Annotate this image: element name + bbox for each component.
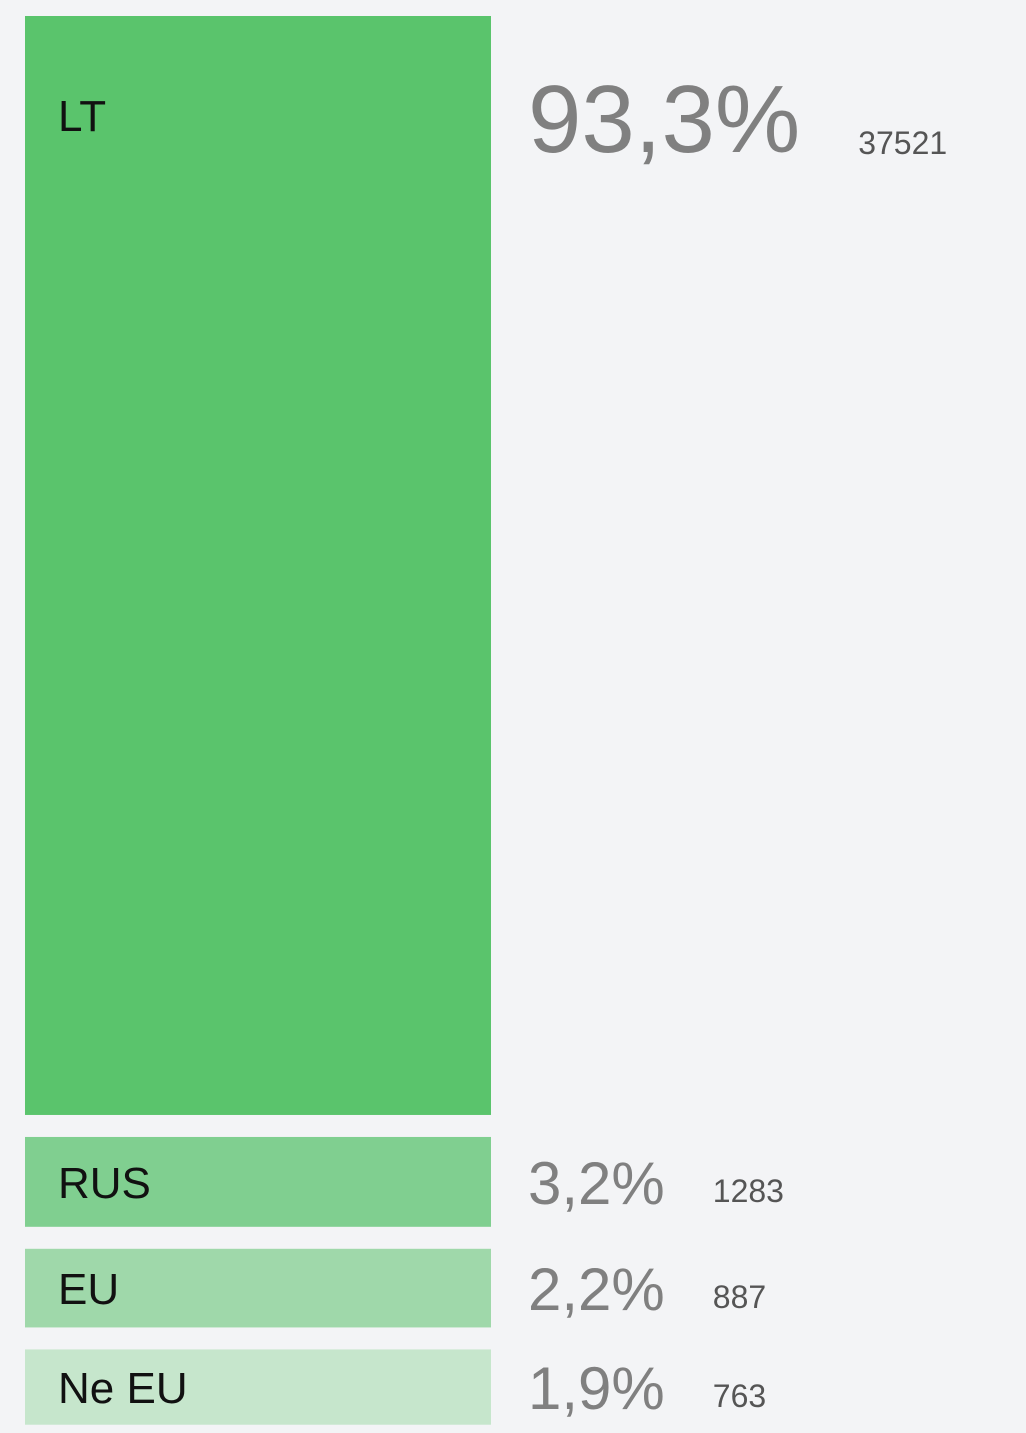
- count-label: 1283: [713, 1173, 784, 1209]
- bar: [25, 1349, 491, 1425]
- count-label: 887: [713, 1279, 766, 1315]
- category-label: LT: [58, 92, 106, 141]
- count-label: 763: [713, 1378, 766, 1414]
- percent-label: 93,3%: [528, 66, 800, 173]
- count-label: 37521: [858, 125, 947, 161]
- percent-label: 1,9%: [528, 1355, 665, 1422]
- bar: [25, 1248, 491, 1328]
- bar: [25, 1136, 491, 1227]
- category-label: EU: [58, 1265, 119, 1314]
- category-label: RUS: [58, 1159, 151, 1208]
- bar: [25, 16, 491, 1115]
- category-label: Ne EU: [58, 1364, 188, 1413]
- percent-label: 3,2%: [528, 1150, 665, 1217]
- percent-label: 2,2%: [528, 1256, 665, 1323]
